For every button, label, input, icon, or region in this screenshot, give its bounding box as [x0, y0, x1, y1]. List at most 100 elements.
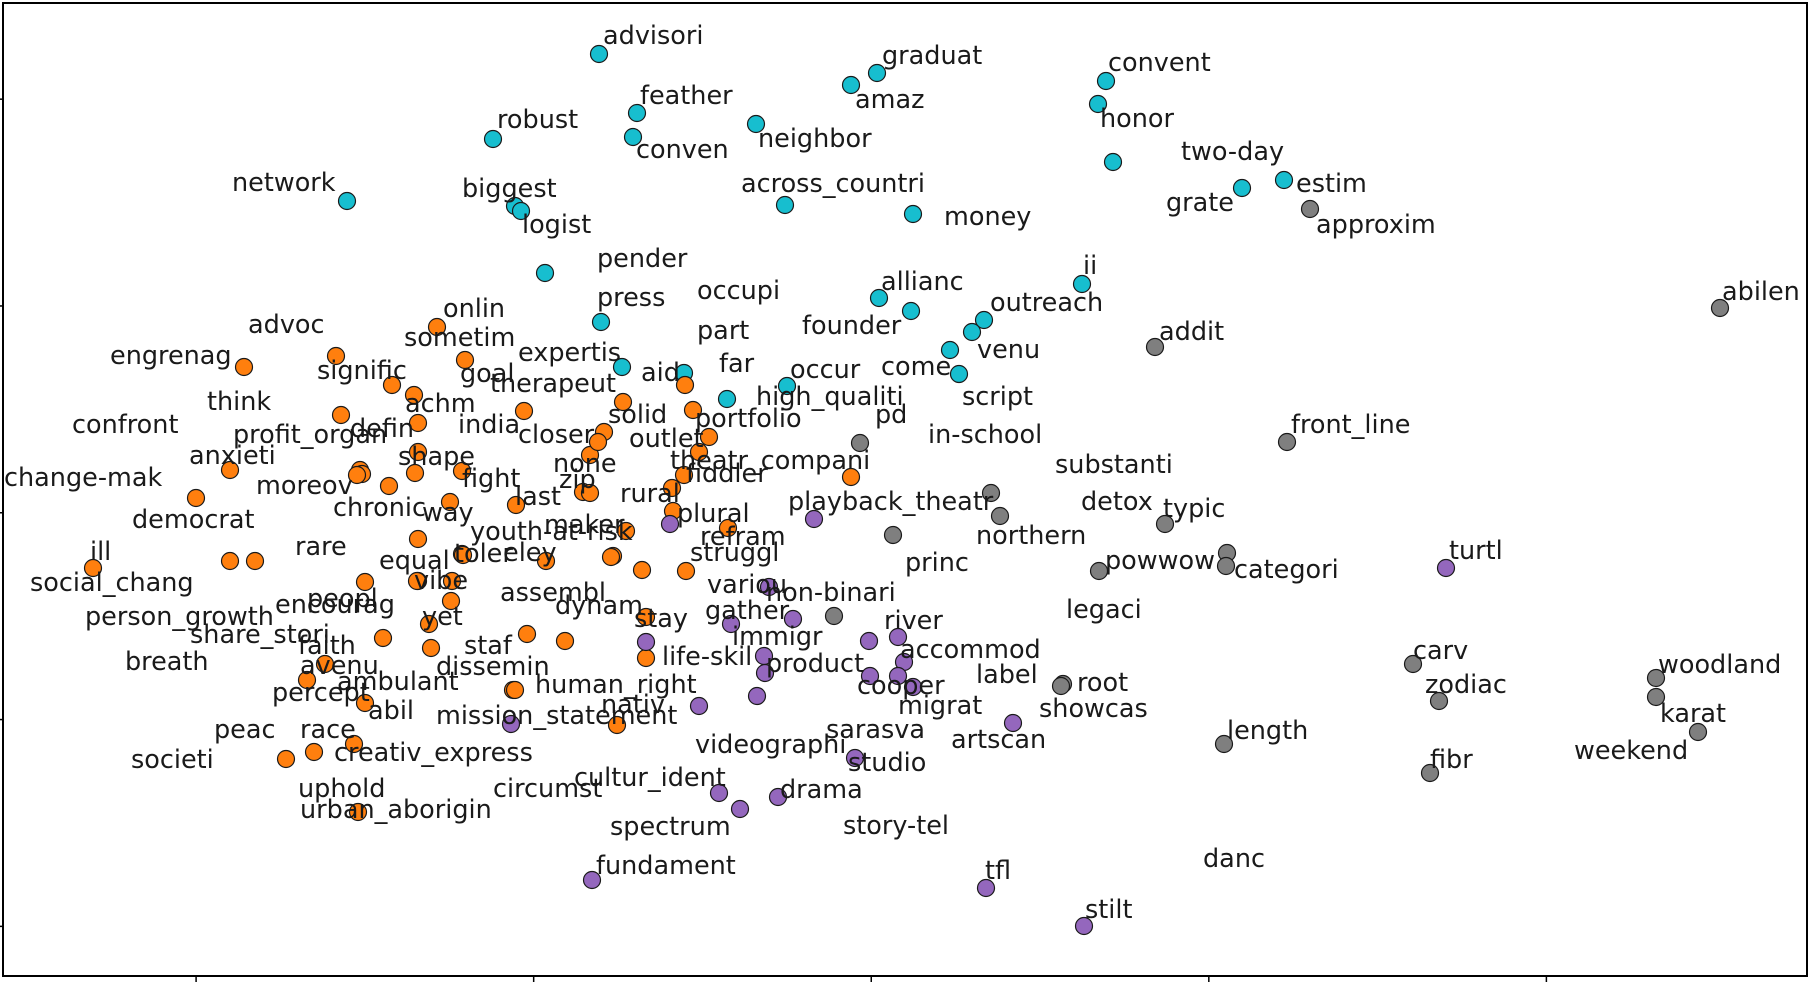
word-label: tfl — [985, 856, 1011, 886]
word-label: length — [1227, 716, 1308, 746]
word-label: circumst — [493, 774, 602, 804]
data-point — [660, 514, 680, 534]
data-point — [442, 571, 462, 591]
data-point — [511, 201, 531, 221]
word-label: dissemin — [436, 652, 550, 682]
word-label: maker — [544, 510, 625, 540]
data-point — [1096, 71, 1116, 91]
data-point — [326, 346, 346, 366]
word-label: aid — [641, 358, 680, 388]
data-point — [408, 413, 428, 433]
data-point — [1216, 556, 1236, 576]
data-point — [1088, 94, 1108, 114]
word-label: amaz — [855, 85, 924, 115]
word-label: feather — [640, 81, 733, 111]
data-point — [962, 322, 982, 342]
data-point — [83, 558, 103, 578]
word-label: pd — [875, 400, 907, 430]
word-label: chronic — [333, 493, 426, 523]
data-point — [841, 75, 861, 95]
word-label: biggest — [462, 174, 557, 204]
word-label: onlin — [443, 294, 505, 324]
word-label: social_chang — [30, 568, 194, 598]
word-label: shape — [398, 442, 475, 472]
data-point — [220, 551, 240, 571]
data-point — [483, 129, 503, 149]
word-label: far — [719, 349, 755, 379]
data-point — [775, 195, 795, 215]
word-label: estim — [1296, 169, 1367, 199]
word-label: india — [458, 410, 520, 440]
word-label: fight — [462, 464, 520, 494]
data-point — [501, 714, 521, 734]
word-label: categori — [1234, 555, 1339, 585]
data-point — [755, 663, 775, 683]
word-label: sarasva — [826, 715, 925, 745]
word-label: founder — [802, 311, 902, 341]
data-point — [1429, 691, 1449, 711]
data-point — [717, 389, 737, 409]
data-point — [990, 506, 1010, 526]
word-label: grate — [1166, 188, 1234, 218]
word-label: robust — [497, 105, 578, 135]
data-point — [1277, 432, 1297, 452]
data-point — [747, 686, 767, 706]
word-label: plural — [677, 499, 750, 529]
word-label: substanti — [1055, 450, 1173, 480]
data-point — [683, 400, 703, 420]
data-point — [841, 467, 861, 487]
data-point — [612, 357, 632, 377]
word-label: dynam — [555, 591, 643, 621]
word-label: princ — [905, 548, 969, 578]
word-label: mission_statement — [436, 701, 677, 731]
word-label: northern — [976, 521, 1086, 551]
word-label: network — [232, 168, 336, 198]
data-point — [699, 427, 719, 447]
data-point — [901, 301, 921, 321]
word-label: fiddler — [686, 459, 768, 489]
word-label: allianc — [881, 267, 964, 297]
word-label: yet — [422, 602, 463, 632]
data-point — [759, 577, 779, 597]
data-point — [535, 263, 555, 283]
data-point — [623, 127, 643, 147]
word-label: abilen — [1722, 277, 1800, 307]
word-label: accommod — [900, 635, 1041, 665]
data-point — [869, 288, 889, 308]
data-point — [689, 442, 709, 462]
word-label: achm — [405, 389, 476, 419]
word-label: artscan — [951, 725, 1046, 755]
data-point — [421, 638, 441, 658]
data-point — [1089, 561, 1109, 581]
data-point — [407, 571, 427, 591]
word-label: profit_organ — [233, 420, 387, 450]
data-point — [824, 606, 844, 626]
word-label: zodiac — [1425, 670, 1507, 700]
data-point — [860, 666, 880, 686]
word-label: money — [944, 202, 1031, 232]
data-point — [730, 799, 750, 819]
word-label: toler — [454, 539, 513, 569]
word-label: zip — [559, 465, 596, 495]
word-label: portfolio — [695, 404, 802, 434]
data-point — [379, 476, 399, 496]
word-label: spectrum — [610, 812, 731, 842]
data-point — [804, 509, 824, 529]
data-point — [315, 654, 335, 674]
word-label: approxim — [1316, 210, 1436, 240]
word-label: abil — [368, 696, 414, 726]
data-point — [883, 525, 903, 545]
word-label: vibe — [414, 566, 468, 596]
word-label: in-school — [928, 420, 1042, 450]
word-label: fundament — [596, 851, 736, 881]
word-label: nativ — [601, 690, 665, 720]
word-label: creativ_express — [334, 738, 533, 768]
word-label: non-binari — [766, 578, 896, 608]
data-point — [674, 465, 694, 485]
word-label: ii — [1083, 251, 1097, 281]
word-label: gather — [705, 596, 790, 626]
word-label: karat — [1660, 699, 1726, 729]
word-label: root — [1077, 668, 1128, 698]
word-label: closer — [518, 420, 595, 450]
word-label: equal — [379, 546, 450, 576]
